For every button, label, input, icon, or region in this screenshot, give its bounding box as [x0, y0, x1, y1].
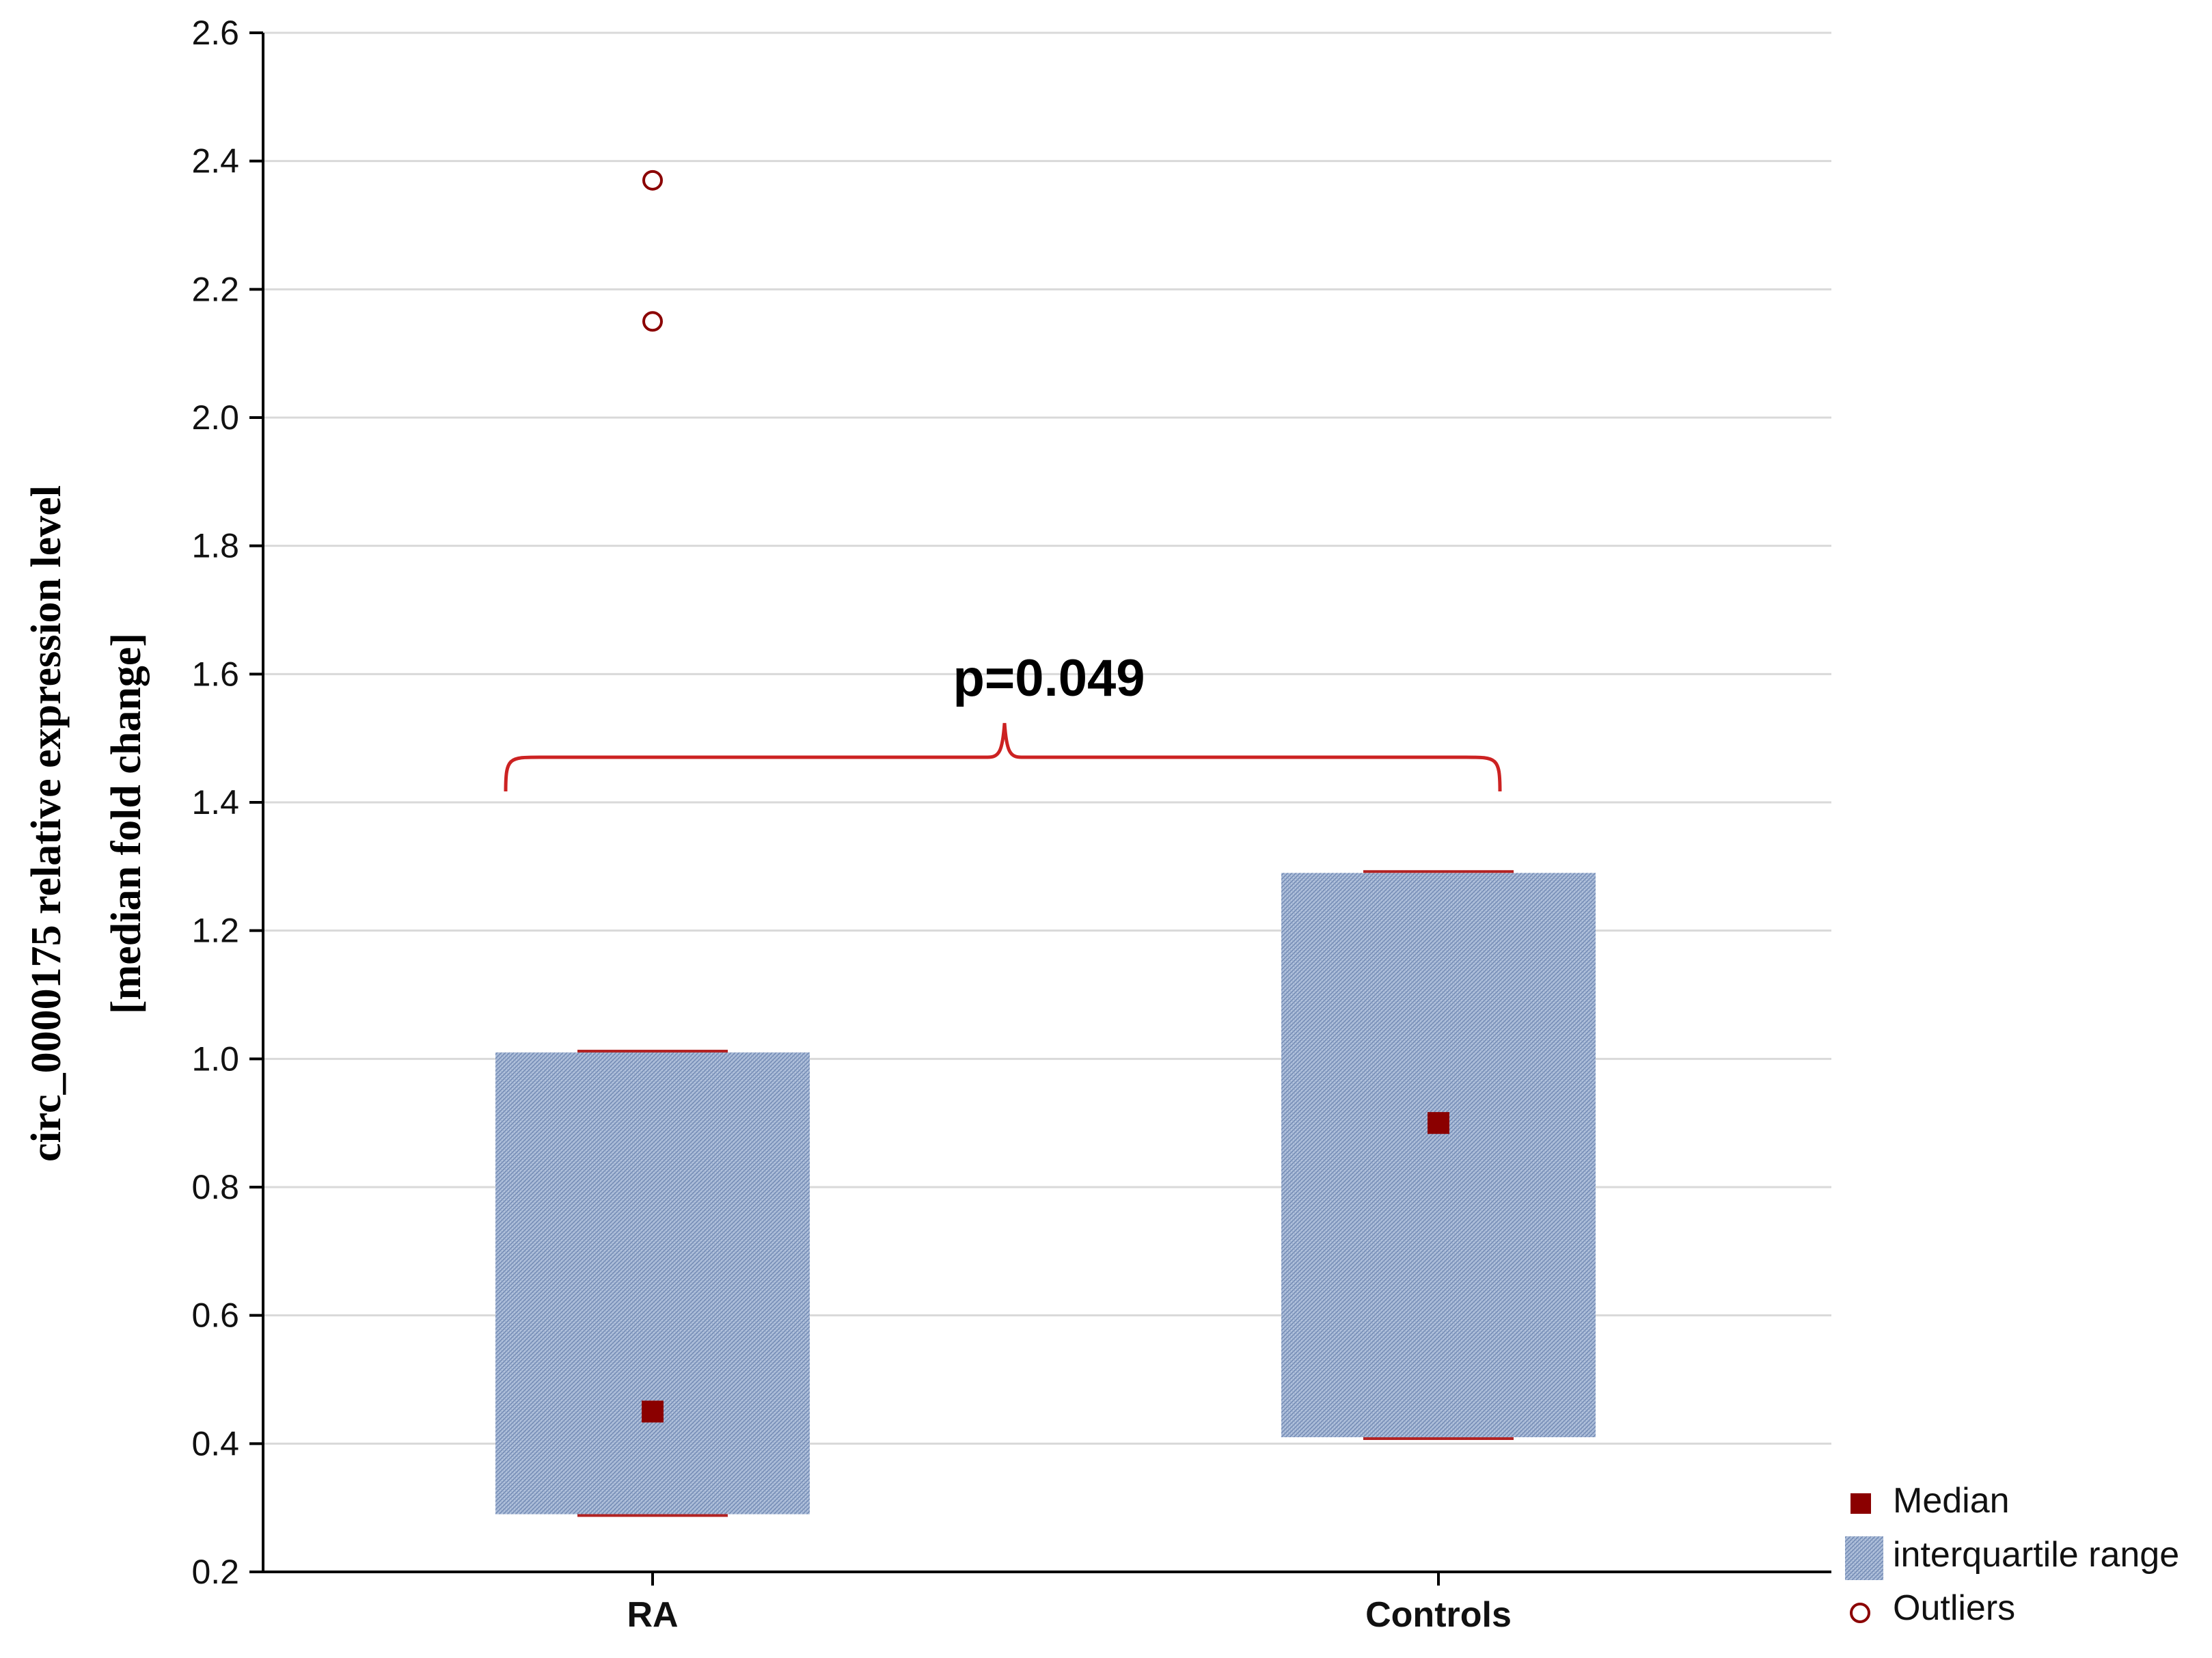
axes — [249, 31, 1831, 1586]
median-marker — [1428, 1112, 1449, 1134]
y-tick-label: 0.4 — [191, 1424, 239, 1463]
y-tick-label: 1.8 — [191, 527, 239, 565]
x-category-label: Controls — [1365, 1595, 1512, 1635]
iqr-box-ra — [495, 1052, 810, 1514]
y-tick-label: 2.4 — [191, 142, 239, 180]
p-value-annotation: p=0.049 — [953, 649, 1145, 707]
y-tick-label: 0.6 — [191, 1296, 239, 1335]
y-tick-label: 1.2 — [191, 912, 239, 950]
y-tick-labels: 0.2 0.4 0.6 0.8 1.0 1.2 1.4 1.6 1.8 2.0 2.2 2.4 2.6 — [191, 14, 239, 1591]
y-tick-label: 0.2 — [191, 1553, 239, 1591]
legend: Median interquartile range Outliers — [1845, 1481, 2179, 1628]
y-tick-label: 0.8 — [191, 1168, 239, 1206]
x-category-label: RA — [627, 1595, 678, 1635]
x-category-labels: RA Controls — [627, 1595, 1511, 1635]
legend-iqr-swatch — [1845, 1536, 1883, 1580]
y-tick-label: 1.6 — [191, 655, 239, 693]
y-axis-label-line2: [median fold change] — [103, 633, 150, 1014]
legend-outliers-label: Outliers — [1893, 1588, 2015, 1628]
y-tick-label: 1.0 — [191, 1039, 239, 1078]
boxes — [495, 169, 1596, 1517]
legend-median-label: Median — [1893, 1481, 2010, 1521]
y-tick-label: 2.0 — [191, 398, 239, 437]
significance-bracket — [504, 722, 1502, 792]
outlier-point — [642, 169, 663, 191]
median-marker — [642, 1400, 664, 1423]
y-tick-label: 2.6 — [191, 14, 239, 52]
iqr-box-controls — [1281, 873, 1596, 1437]
y-axis-label-line1: circ_0000175 relative expression level — [23, 485, 70, 1162]
legend-iqr-label: interquartile range — [1893, 1535, 2179, 1575]
outlier-point — [642, 311, 663, 332]
legend-outlier-marker — [1850, 1603, 1870, 1623]
legend-median-marker — [1851, 1493, 1871, 1514]
y-tick-label: 2.2 — [191, 270, 239, 308]
y-tick-label: 1.4 — [191, 783, 239, 821]
